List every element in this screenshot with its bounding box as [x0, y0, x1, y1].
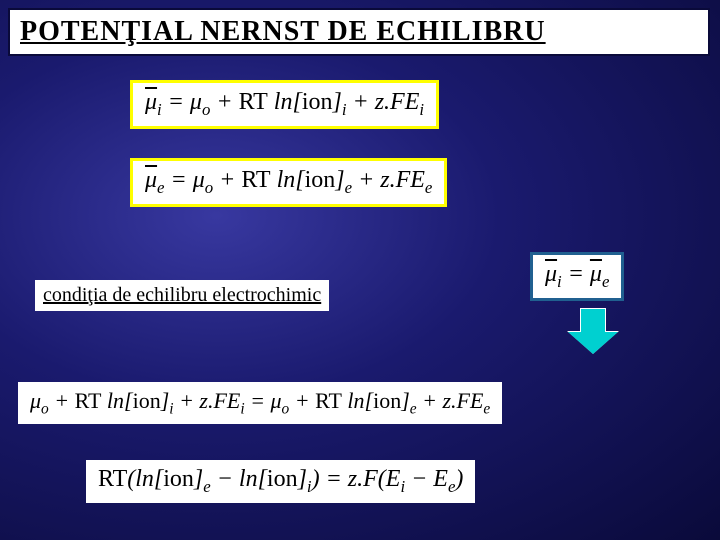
equation-mu-i: μi = μo + RT ln[ion]i + z.FEi: [130, 80, 439, 129]
equation-final: RT(ln[ion]e − ln[ion]i) = z.F(Ei − Ee): [86, 460, 475, 503]
condition-label: condiţia de echilibru electrochimic: [35, 280, 329, 311]
equation-expanded: μo + RT ln[ion]i + z.FEi = μo + RT ln[io…: [18, 382, 502, 424]
page-title: POTENŢIAL NERNST DE ECHILIBRU: [20, 16, 698, 48]
title-box: POTENŢIAL NERNST DE ECHILIBRU: [8, 8, 710, 56]
equation-mu-e: μe = μo + RT ln[ion]e + z.FEe: [130, 158, 447, 207]
down-arrow-icon: [568, 308, 618, 356]
equation-equilibrium: μi = μe: [530, 252, 624, 301]
